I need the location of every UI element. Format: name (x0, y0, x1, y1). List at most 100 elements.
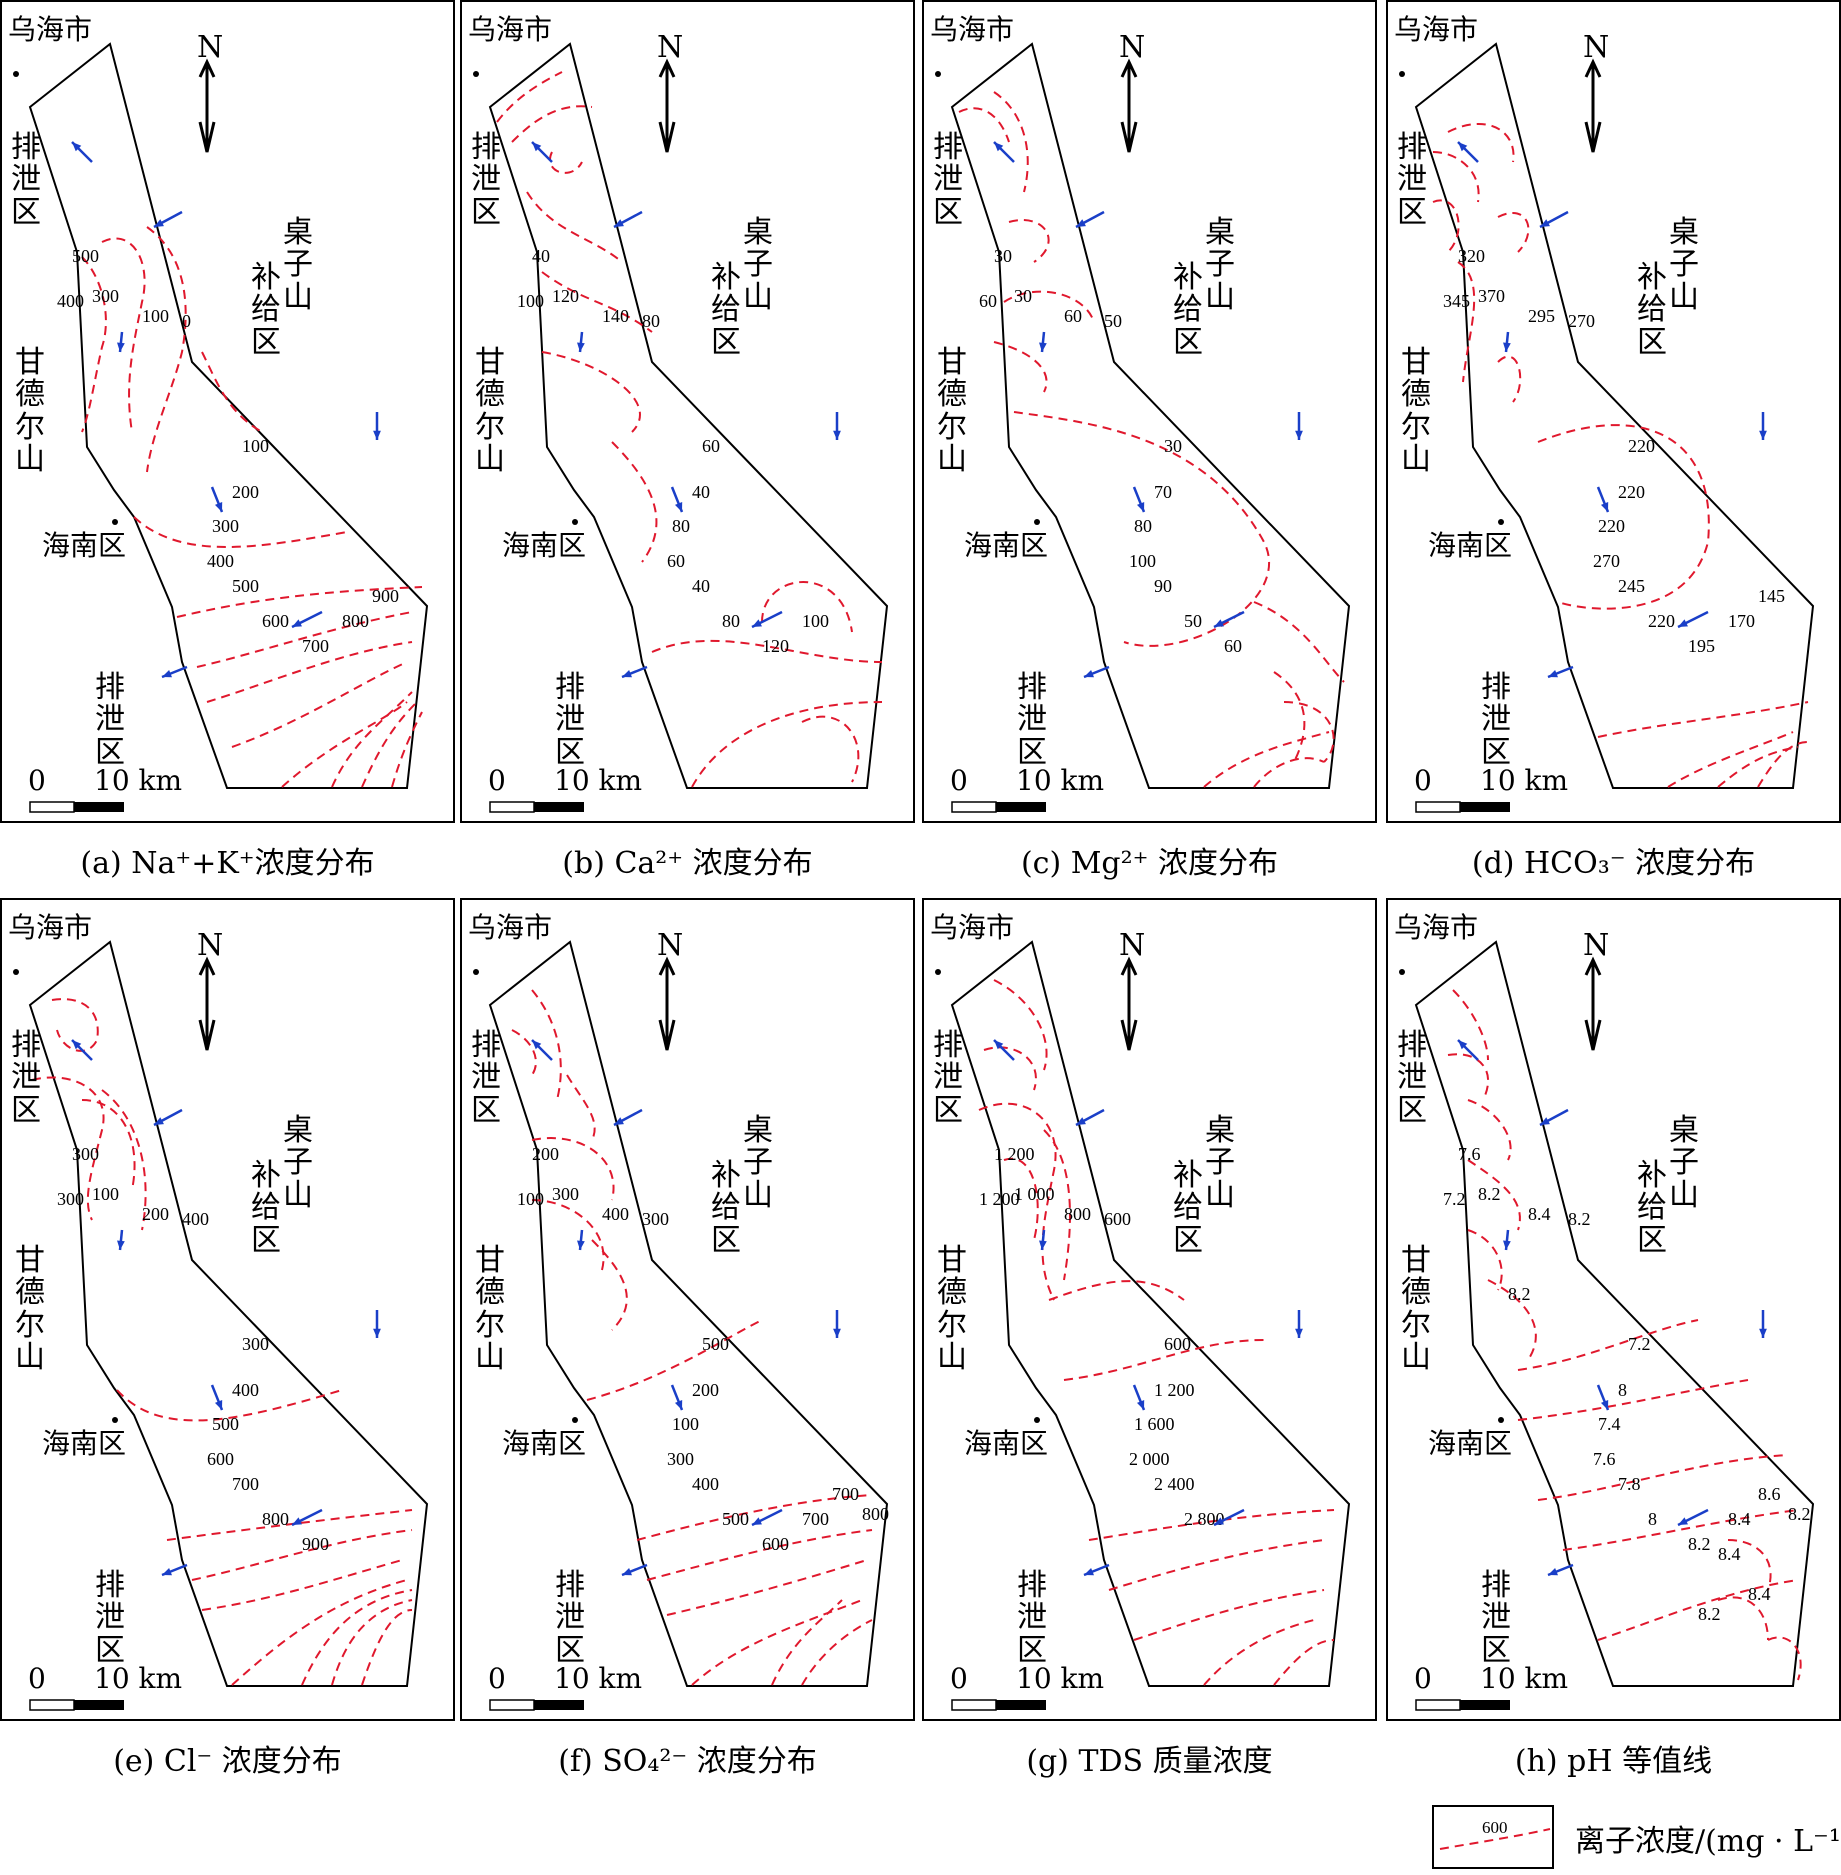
flow-arrow-head (622, 1567, 632, 1576)
district-label: 海南区 (964, 1427, 1049, 1460)
north-arrow-icon (1120, 956, 1138, 1051)
city-label: 乌海市 (468, 13, 553, 46)
scale-bar (1415, 801, 1461, 813)
flow-arrow-head (532, 142, 542, 152)
mountain-label: 甘德尔山 (475, 345, 505, 478)
contour-label: 30 (994, 246, 1012, 266)
flow-arrow-head (214, 1400, 223, 1410)
map-panel-a: 500 400 300 100 0 100 200 300 400 500 600 700 800 900… (0, 0, 455, 823)
flow-arrow-head (154, 1117, 164, 1125)
district-marker (1034, 1417, 1040, 1423)
flow-arrow-head (674, 502, 683, 512)
contour-label: 200 (232, 482, 259, 502)
north-label: N (1583, 928, 1610, 963)
contour-label: 60 (979, 291, 997, 311)
contour-label: 8.4 (1718, 1544, 1741, 1564)
contour-line (1043, 1129, 1071, 1281)
discharge-zone-left: 排泄区 (933, 130, 963, 230)
scale-zero: 0 (950, 764, 968, 797)
contour-label: 7.2 (1443, 1189, 1466, 1209)
contour-label: 100 (92, 1184, 119, 1204)
contour-label: 100 (517, 1189, 544, 1209)
contour-line (958, 107, 1010, 143)
recharge-zone-line1: 桌子山 (1669, 215, 1699, 315)
scale-distance: 10 km (1480, 1662, 1569, 1695)
discharge-zone-left: 排泄区 (1397, 1028, 1427, 1128)
discharge-zone-bottom: 排泄区 (1481, 1568, 1511, 1668)
contour-label: 600 (1164, 1334, 1191, 1354)
contour-line (666, 1559, 868, 1616)
contour-line (691, 1599, 863, 1686)
contour-label: 90 (1154, 576, 1172, 596)
contour-line (646, 1529, 873, 1581)
flow-arrow-head (1540, 1117, 1550, 1125)
scale-bar (534, 802, 584, 812)
contour-line (1003, 290, 1095, 323)
contour-label: 8.2 (1698, 1604, 1721, 1624)
map-panel-e: 300 300 100 200 400 300 400 500 600 700 800 900 乌海市排… (0, 898, 455, 1721)
contour-label: 195 (1688, 636, 1715, 656)
scale-bar (29, 1699, 75, 1711)
contour-label: 30 (1014, 286, 1032, 306)
contour-label: 8 (1618, 1380, 1627, 1400)
contour-label: 7.8 (1618, 1474, 1641, 1494)
north-arrow-icon (198, 58, 216, 153)
contour-line (191, 1529, 413, 1581)
city-label: 乌海市 (930, 911, 1015, 944)
flow-arrow-head (622, 669, 632, 678)
flow-arrow-head (72, 142, 82, 152)
contour-label: 700 (232, 1474, 259, 1494)
contour-line (146, 226, 187, 473)
contour-line (531, 1137, 615, 1201)
city-marker (473, 969, 479, 975)
recharge-zone-line2: 补给区 (251, 260, 281, 360)
flow-arrow-head (577, 1240, 585, 1250)
contour-label: 500 (212, 1414, 239, 1434)
contour-label: 100 (142, 306, 169, 326)
recharge-zone-line2: 补给区 (1173, 1158, 1203, 1258)
contour-label: 8.6 (1758, 1484, 1781, 1504)
contour-label: 1 200 (979, 1189, 1020, 1209)
discharge-zone-left: 排泄区 (11, 130, 41, 230)
flow-arrow-head (1084, 1567, 1094, 1576)
study-area-boundary (28, 42, 429, 789)
contour-label: 8.4 (1528, 1204, 1551, 1224)
contour-line (231, 661, 408, 748)
contour-label: 400 (232, 1380, 259, 1400)
contour-label: 40 (692, 576, 710, 596)
contour-label: 8.2 (1788, 1504, 1811, 1524)
flow-arrow-head (1039, 342, 1047, 352)
study-area-boundary (488, 940, 889, 1687)
contour-label: 60 (667, 551, 685, 571)
contour-label: 60 (1064, 306, 1082, 326)
recharge-zone-line2: 补给区 (711, 260, 741, 360)
north-arrow-icon (198, 956, 216, 1051)
contour-label: 2 800 (1184, 1509, 1225, 1529)
recharge-zone-line1: 桌子山 (1669, 1113, 1699, 1213)
contour-label: 100 (672, 1414, 699, 1434)
contour-line (1597, 701, 1809, 738)
contour-line (1063, 1339, 1265, 1381)
panel-caption: (h) pH 等值线 (1514, 1744, 1713, 1779)
north-label: N (1119, 928, 1146, 963)
map-panel-h: 7.6 7.2 8.2 8.4 8.2 7.2 8 7.4 7.6 7.8 8 8.2 8.4 8.6 8.… (1386, 898, 1841, 1721)
contour-line (1013, 411, 1271, 647)
contour-label: 220 (1648, 611, 1675, 631)
north-arrow-icon (1584, 58, 1602, 153)
contour-label: 600 (207, 1449, 234, 1469)
contour-label: 300 (552, 1184, 579, 1204)
flow-arrow-head (162, 669, 172, 678)
contour-line (51, 998, 99, 1052)
scale-zero: 0 (28, 1662, 46, 1695)
contour-line (281, 701, 408, 788)
contour-line (1597, 1579, 1799, 1641)
flow-arrow-head (117, 1240, 125, 1250)
contour-line (993, 91, 1029, 193)
study-area-boundary (1414, 940, 1815, 1687)
contour-line (231, 1579, 408, 1686)
flow-arrow-head (614, 219, 624, 227)
mountain-label: 甘德尔山 (15, 1243, 45, 1376)
